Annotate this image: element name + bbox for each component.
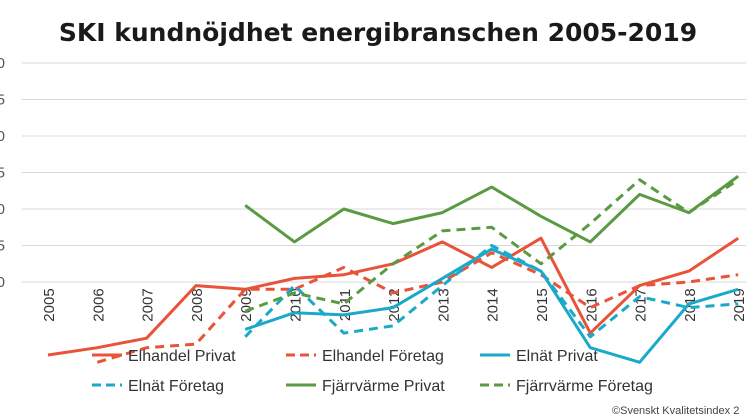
series-line-4 — [244, 174, 740, 244]
legend-label: Elhandel Företag — [322, 348, 444, 365]
y-axis-ticks: 0 5 0 5 0 5 0 — [0, 55, 5, 291]
gridlines — [22, 62, 746, 283]
x-tick-label: 2013 — [435, 288, 452, 321]
y-tick-label: 0 — [0, 201, 5, 218]
chart-title: SKI kundnöjdhet energibranschen 2005-201… — [59, 18, 697, 47]
x-tick-label: 2019 — [731, 288, 746, 321]
series-line-2 — [244, 247, 739, 364]
copyright-credit: ©Svenskt Kvalitetsindex 2 — [612, 405, 739, 417]
legend-label: Elnät Företag — [128, 378, 224, 395]
series-line-1 — [96, 251, 739, 364]
x-tick-label: 2017 — [633, 288, 650, 321]
series-line-5 — [244, 178, 740, 313]
series-lines — [47, 174, 740, 364]
x-tick-label: 2011 — [337, 289, 354, 321]
legend-label: Elhandel Privat — [128, 348, 236, 365]
x-tick-label: 2009 — [238, 288, 255, 321]
y-tick-label: 0 — [0, 274, 5, 291]
legend-label: Fjärrvärme Privat — [322, 378, 445, 395]
x-tick-label: 2005 — [41, 288, 58, 321]
legend: Elhandel Privat Elhandel Företag Elnät Pri… — [92, 348, 653, 395]
legend-label: Elnät Privat — [516, 348, 598, 365]
y-tick-label: 0 — [0, 128, 5, 145]
x-tick-label: 2006 — [90, 288, 107, 321]
x-tick-label: 2016 — [583, 288, 600, 321]
series-line-3 — [244, 244, 739, 339]
x-tick-label: 2007 — [140, 288, 157, 321]
x-tick-label: 2015 — [534, 288, 551, 321]
x-tick-label: 2014 — [485, 288, 502, 321]
y-tick-label: 5 — [0, 238, 5, 255]
y-tick-label: 5 — [0, 92, 5, 109]
legend-label: Fjärrvärme Företag — [516, 378, 653, 395]
x-tick-label: 2008 — [189, 288, 206, 321]
y-tick-label: 5 — [0, 165, 5, 182]
y-tick-label: 0 — [0, 55, 5, 72]
